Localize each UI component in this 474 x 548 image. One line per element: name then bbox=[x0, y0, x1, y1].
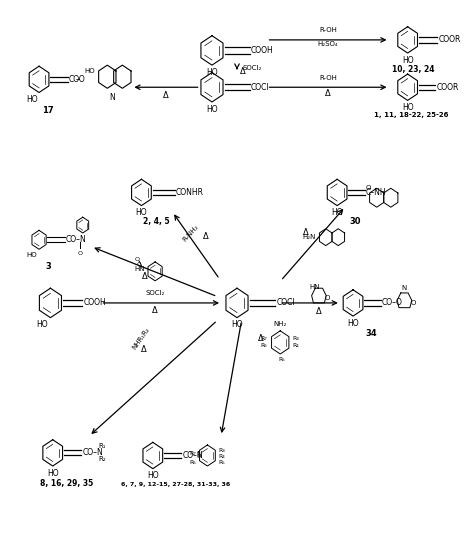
Text: N: N bbox=[109, 93, 115, 101]
Text: R-OH: R-OH bbox=[319, 27, 337, 33]
Text: CO–O: CO–O bbox=[382, 299, 402, 307]
Text: O: O bbox=[366, 185, 371, 191]
Text: HO: HO bbox=[402, 103, 413, 112]
Text: COOR: COOR bbox=[436, 83, 459, 92]
Text: HO: HO bbox=[27, 252, 37, 258]
Text: O: O bbox=[78, 252, 83, 256]
Text: 2, 4, 5: 2, 4, 5 bbox=[143, 217, 169, 226]
Text: CO–N: CO–N bbox=[82, 448, 103, 458]
Text: HO: HO bbox=[231, 320, 243, 329]
Text: COOH: COOH bbox=[83, 299, 106, 307]
Text: HO: HO bbox=[206, 105, 218, 113]
Text: CO–N: CO–N bbox=[65, 235, 86, 244]
Text: R₆: R₆ bbox=[261, 342, 267, 347]
Text: H: H bbox=[197, 453, 202, 459]
Text: C–NH: C–NH bbox=[366, 188, 386, 197]
Text: H₂SO₄: H₂SO₄ bbox=[318, 42, 338, 48]
Text: Δ: Δ bbox=[240, 67, 246, 77]
Text: N: N bbox=[402, 286, 407, 292]
Text: Δ: Δ bbox=[258, 334, 264, 342]
Text: R₇: R₇ bbox=[190, 452, 197, 456]
Text: Δ: Δ bbox=[203, 232, 209, 241]
Text: COOR: COOR bbox=[438, 36, 461, 44]
Text: HN: HN bbox=[134, 266, 145, 271]
Text: O: O bbox=[410, 300, 416, 306]
Text: R₅: R₅ bbox=[218, 460, 225, 465]
Text: CO–N: CO–N bbox=[182, 451, 203, 460]
Text: 6, 7, 9, 12-15, 27-28, 31-33, 36: 6, 7, 9, 12-15, 27-28, 31-33, 36 bbox=[121, 482, 230, 487]
Text: Δ: Δ bbox=[163, 92, 169, 100]
Text: R₇: R₇ bbox=[261, 336, 267, 341]
Text: O: O bbox=[325, 295, 330, 301]
Text: 10, 23, 24: 10, 23, 24 bbox=[392, 65, 434, 73]
Text: NH₂: NH₂ bbox=[273, 321, 287, 327]
Text: SOCl₂: SOCl₂ bbox=[243, 65, 262, 71]
Text: HO: HO bbox=[136, 208, 147, 217]
Text: 34: 34 bbox=[365, 329, 377, 338]
Text: COCl: COCl bbox=[251, 83, 270, 92]
Text: R₂: R₂ bbox=[98, 456, 106, 462]
Text: R₃: R₃ bbox=[218, 448, 225, 453]
Text: –C: –C bbox=[135, 262, 142, 267]
Text: 1, 11, 18-22, 25-26: 1, 11, 18-22, 25-26 bbox=[374, 112, 448, 118]
Text: HO: HO bbox=[26, 95, 38, 104]
Text: Δ: Δ bbox=[325, 89, 331, 98]
Text: NHR₁R₂: NHR₁R₂ bbox=[131, 326, 151, 350]
Text: CONHR: CONHR bbox=[176, 188, 204, 197]
Text: –O: –O bbox=[75, 75, 85, 84]
Text: COOH: COOH bbox=[251, 46, 274, 55]
Text: R₁: R₁ bbox=[98, 442, 106, 448]
Text: HO: HO bbox=[36, 320, 48, 329]
Text: COCl: COCl bbox=[276, 299, 295, 307]
Text: R-OH: R-OH bbox=[319, 76, 337, 82]
Text: R-NH₂: R-NH₂ bbox=[182, 224, 200, 243]
Text: HO: HO bbox=[84, 68, 95, 74]
Text: HO: HO bbox=[331, 208, 343, 217]
Text: 17: 17 bbox=[42, 106, 54, 115]
Text: HO: HO bbox=[147, 471, 159, 480]
Text: R₃: R₃ bbox=[292, 336, 299, 341]
Text: R₄: R₄ bbox=[218, 454, 225, 459]
Text: HO: HO bbox=[47, 469, 58, 478]
Text: O: O bbox=[134, 256, 139, 261]
Text: Δ: Δ bbox=[152, 306, 158, 315]
Text: Δ: Δ bbox=[303, 229, 309, 237]
Text: SOCl₂: SOCl₂ bbox=[146, 290, 165, 296]
Text: HO: HO bbox=[206, 68, 218, 77]
Text: HN: HN bbox=[309, 284, 319, 290]
Text: Δ: Δ bbox=[316, 307, 322, 316]
Text: R₅: R₅ bbox=[278, 357, 285, 362]
Text: R₄: R₄ bbox=[292, 342, 299, 347]
Text: Δ: Δ bbox=[142, 272, 148, 281]
Text: H₂N: H₂N bbox=[303, 234, 316, 240]
Text: 3: 3 bbox=[46, 262, 51, 271]
Text: HO: HO bbox=[347, 319, 359, 328]
Text: CO: CO bbox=[69, 75, 80, 84]
Text: R₆: R₆ bbox=[190, 460, 197, 465]
Text: 30: 30 bbox=[349, 217, 361, 226]
Text: 8, 16, 29, 35: 8, 16, 29, 35 bbox=[40, 479, 93, 488]
Text: HO: HO bbox=[402, 56, 413, 65]
Text: Δ: Δ bbox=[141, 345, 146, 354]
